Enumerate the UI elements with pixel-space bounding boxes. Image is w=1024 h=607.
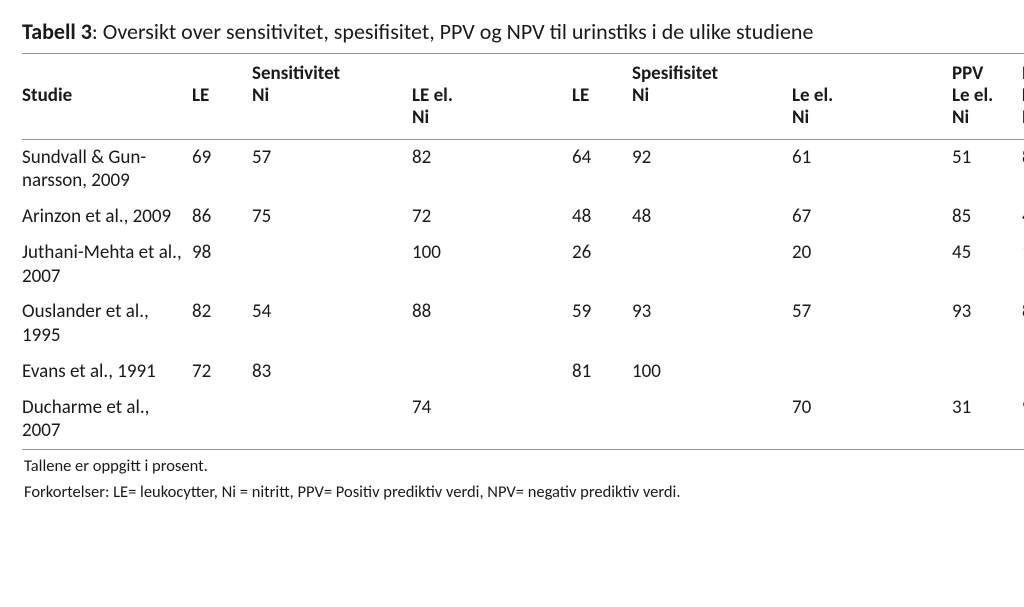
cell: [632, 390, 792, 450]
col-ni2: Ni: [632, 85, 792, 139]
cell: [952, 354, 1022, 390]
cell: 72: [192, 354, 252, 390]
cell: 100: [632, 354, 792, 390]
table-row: Juthani-Mehta et al., 2007 98 100 26 20 …: [22, 235, 1024, 295]
cell: 75: [252, 199, 412, 235]
data-table: Sensitivitet Spesifisitet PPV NPV Studie…: [22, 53, 1024, 450]
title-label: Tabell 3: [22, 18, 92, 45]
cell: [632, 235, 792, 295]
cell: 45: [952, 235, 1022, 295]
cell: 57: [252, 139, 412, 199]
cell: [192, 390, 252, 450]
cell: 88: [412, 294, 572, 354]
cell: [572, 390, 632, 450]
col-studie: Studie: [22, 85, 192, 139]
table-row: Ouslander et al., 1995 82 54 88 59 93 57…: [22, 294, 1024, 354]
cell: 86: [192, 199, 252, 235]
cell-study: Juthani-Mehta et al., 2007: [22, 235, 192, 295]
cell: 48: [572, 199, 632, 235]
col-le-el-ni: LE el. Ni: [412, 85, 572, 139]
cell-study: Ouslander et al., 1995: [22, 294, 192, 354]
footnote-line: Forkortelser: LE= leukocytter, Ni = nitr…: [24, 482, 1002, 502]
col-ppv: PPV: [952, 54, 1022, 86]
cell: 67: [792, 199, 952, 235]
cell: 100: [412, 235, 572, 295]
cell: 61: [792, 139, 952, 199]
cell: 69: [192, 139, 252, 199]
table-body: Sundvall & Gun­narsson, 2009 69 57 82 64…: [22, 139, 1024, 450]
title-rest: : Oversikt over sensitivitet, spesifisit…: [92, 18, 814, 45]
cell: 54: [252, 294, 412, 354]
cell: [792, 354, 952, 390]
table-row: Ducharme et al., 2007 74 70 31 93: [22, 390, 1024, 450]
cell: 57: [792, 294, 952, 354]
cell-study: Sundvall & Gun­narsson, 2009: [22, 139, 192, 199]
cell: [252, 390, 412, 450]
sub-header-row: Studie LE Ni LE el. Ni LE Ni Le el. Ni L…: [22, 85, 1024, 139]
cell: 74: [412, 390, 572, 450]
cell: 98: [192, 235, 252, 295]
cell-study: Evans et al., 1991: [22, 354, 192, 390]
cell: 83: [252, 354, 412, 390]
footnotes: Tallene er oppgitt i prosent. Forkortels…: [22, 456, 1002, 502]
col-le: LE: [192, 85, 252, 139]
cell-study: Ducharme et al., 2007: [22, 390, 192, 450]
cell: 92: [632, 139, 792, 199]
cell: 82: [192, 294, 252, 354]
cell: 70: [792, 390, 952, 450]
table-row: Arinzon et al., 2009 86 75 72 48 48 67 8…: [22, 199, 1024, 235]
cell-study: Arinzon et al., 2009: [22, 199, 192, 235]
cell: 93: [952, 294, 1022, 354]
cell: 20: [792, 235, 952, 295]
col-spesifisitet: Spesifisitet: [632, 54, 792, 86]
cell: 26: [572, 235, 632, 295]
cell: 93: [632, 294, 792, 354]
cell: 72: [412, 199, 572, 235]
cell: [252, 235, 412, 295]
cell: [412, 354, 572, 390]
col-le2: LE: [572, 85, 632, 139]
table-row: Sundvall & Gun­narsson, 2009 69 57 82 64…: [22, 139, 1024, 199]
col-sp-leni: Le el. Ni: [792, 85, 952, 139]
cell: 51: [952, 139, 1022, 199]
table-title: Tabell 3: Oversikt over sensitivitet, sp…: [22, 18, 1002, 45]
cell: 48: [632, 199, 792, 235]
table-row: Evans et al., 1991 72 83 81 100: [22, 354, 1024, 390]
cell: 64: [572, 139, 632, 199]
cell: 85: [952, 199, 1022, 235]
group-header-row: Sensitivitet Spesifisitet PPV NPV: [22, 54, 1024, 86]
cell: 59: [572, 294, 632, 354]
cell: 31: [952, 390, 1022, 450]
col-ni: Ni: [252, 85, 412, 139]
col-sensitivitet: Sensitivitet: [252, 54, 412, 86]
cell: 81: [572, 354, 632, 390]
footnote-line: Tallene er oppgitt i prosent.: [24, 456, 1002, 476]
cell: 82: [412, 139, 572, 199]
col-ppv-leni: Le el. Ni: [952, 85, 1022, 139]
